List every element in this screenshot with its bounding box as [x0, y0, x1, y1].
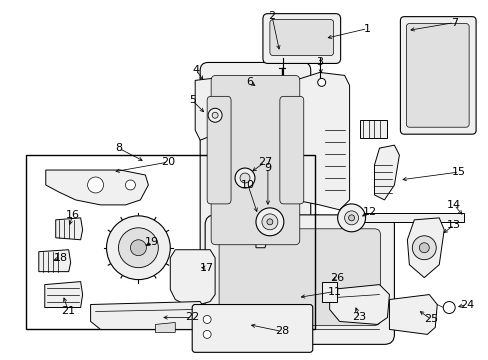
Polygon shape [46, 170, 148, 205]
Text: 10: 10 [241, 180, 254, 190]
Polygon shape [294, 72, 349, 210]
Text: 23: 23 [352, 312, 366, 323]
Polygon shape [195, 78, 215, 140]
Circle shape [262, 214, 277, 230]
Circle shape [442, 302, 454, 314]
Text: 11: 11 [327, 287, 341, 297]
Circle shape [317, 78, 325, 86]
Text: 1: 1 [363, 24, 370, 33]
Text: 21: 21 [61, 306, 76, 316]
Text: 7: 7 [450, 18, 457, 28]
FancyBboxPatch shape [400, 17, 475, 134]
Text: 17: 17 [200, 263, 214, 273]
FancyBboxPatch shape [406, 24, 468, 127]
FancyBboxPatch shape [200, 62, 310, 263]
Polygon shape [155, 323, 175, 332]
FancyBboxPatch shape [279, 96, 303, 204]
Text: 26: 26 [330, 273, 344, 283]
Text: 6: 6 [246, 77, 253, 87]
Text: 3: 3 [316, 58, 323, 67]
Circle shape [208, 108, 222, 122]
Text: 27: 27 [257, 157, 271, 167]
Text: 19: 19 [145, 237, 159, 247]
Text: 24: 24 [459, 300, 473, 310]
Text: 22: 22 [184, 312, 199, 323]
Polygon shape [388, 294, 436, 334]
Circle shape [203, 330, 211, 338]
Circle shape [411, 236, 435, 260]
Text: 18: 18 [54, 253, 68, 263]
FancyBboxPatch shape [219, 229, 380, 325]
Circle shape [240, 173, 249, 183]
Polygon shape [329, 285, 388, 324]
Text: 15: 15 [451, 167, 465, 177]
Text: 12: 12 [362, 207, 376, 217]
Text: 25: 25 [424, 314, 437, 324]
Polygon shape [374, 145, 399, 200]
Circle shape [130, 240, 146, 256]
Text: 4: 4 [192, 66, 199, 76]
Text: 5: 5 [188, 95, 195, 105]
FancyBboxPatch shape [263, 14, 340, 63]
FancyBboxPatch shape [207, 96, 230, 204]
Text: 2: 2 [268, 11, 275, 21]
Polygon shape [255, 228, 267, 248]
Polygon shape [45, 282, 82, 307]
Polygon shape [407, 218, 443, 278]
Text: 13: 13 [446, 220, 460, 230]
Bar [349, 213, 463, 222]
Circle shape [212, 112, 218, 118]
Circle shape [203, 315, 211, 323]
Text: 14: 14 [446, 200, 460, 210]
Circle shape [337, 204, 365, 232]
Circle shape [125, 180, 135, 190]
Text: 20: 20 [161, 157, 175, 167]
Bar [359, 120, 386, 138]
Circle shape [87, 177, 103, 193]
Polygon shape [56, 218, 82, 240]
Text: 16: 16 [65, 210, 80, 220]
Bar [321, 282, 336, 302]
FancyBboxPatch shape [192, 305, 312, 352]
Polygon shape [170, 250, 215, 305]
Bar [26, 155, 314, 329]
Text: 28: 28 [274, 327, 288, 336]
Text: 8: 8 [115, 143, 122, 153]
FancyBboxPatch shape [269, 20, 333, 55]
Circle shape [266, 219, 272, 225]
Circle shape [255, 208, 283, 236]
Circle shape [419, 243, 428, 253]
Circle shape [118, 228, 158, 268]
Circle shape [348, 215, 354, 221]
FancyBboxPatch shape [205, 215, 394, 345]
FancyBboxPatch shape [211, 75, 299, 245]
Polygon shape [252, 82, 267, 95]
Polygon shape [39, 250, 71, 272]
Circle shape [235, 168, 254, 188]
Text: 9: 9 [264, 163, 271, 173]
Circle shape [106, 216, 170, 280]
Circle shape [344, 211, 358, 225]
Polygon shape [90, 302, 205, 329]
